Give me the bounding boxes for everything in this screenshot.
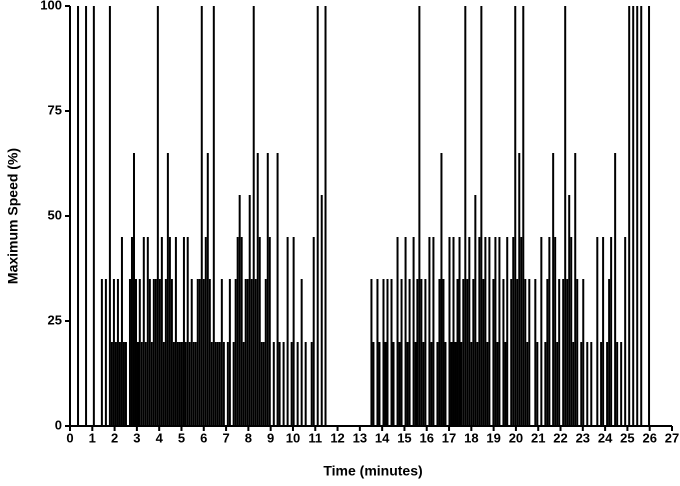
x-tick-label: 27 [665,430,679,445]
x-tick-label: 15 [397,430,411,445]
x-tick-label: 14 [375,430,390,445]
x-tick-label: 23 [576,430,590,445]
y-tick-label: 75 [48,102,62,117]
y-tick-label: 25 [48,312,62,327]
x-tick-label: 11 [308,430,322,445]
x-tick-label: 18 [464,430,478,445]
x-tick-label: 6 [200,430,207,445]
x-tick-label: 16 [420,430,434,445]
x-tick-label: 9 [267,430,274,445]
x-tick-label: 2 [111,430,118,445]
x-tick-label: 13 [353,430,367,445]
x-tick-label: 5 [178,430,185,445]
x-tick-label: 8 [245,430,252,445]
y-tick-label: 100 [40,0,62,12]
x-tick-label: 22 [553,430,567,445]
x-tick-label: 3 [133,430,140,445]
x-tick-label: 26 [642,430,656,445]
y-tick-label: 50 [48,207,62,222]
x-tick-label: 19 [486,430,500,445]
x-tick-label: 12 [330,430,344,445]
x-tick-label: 1 [89,430,96,445]
x-tick-label: 21 [531,430,545,445]
x-tick-label: 4 [156,430,164,445]
x-tick-label: 25 [620,430,634,445]
x-tick-label: 10 [286,430,300,445]
y-tick-label: 0 [55,417,62,432]
x-tick-label: 20 [509,430,523,445]
x-axis-title: Time (minutes) [323,463,422,479]
x-tick-label: 17 [442,430,456,445]
x-tick-label: 7 [222,430,229,445]
x-tick-label: 0 [66,430,73,445]
x-tick-label: 24 [598,430,613,445]
y-axis-title: Maximum Speed (%) [5,148,21,284]
